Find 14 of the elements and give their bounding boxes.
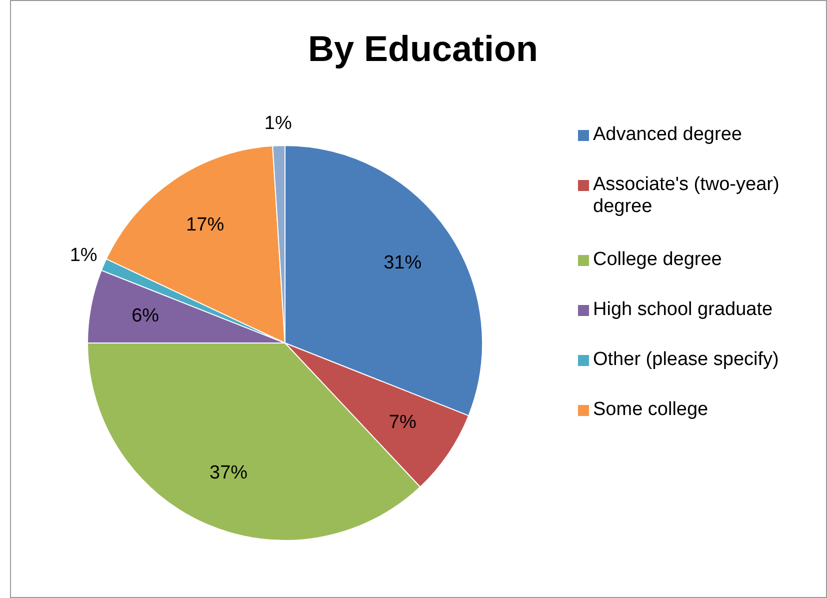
legend-label: Other (please specify): [593, 349, 779, 371]
legend-label: Advanced degree: [593, 124, 742, 146]
legend-label: Associate's (two-year) degree: [593, 174, 780, 218]
legend-label: High school graduate: [593, 299, 773, 321]
legend-label: College degree: [593, 249, 722, 271]
data-label: 17%: [186, 214, 224, 236]
legend-label: Some college: [593, 399, 708, 421]
data-label: 6%: [132, 306, 160, 327]
data-label: 1%: [70, 245, 98, 266]
chart-title: By Education: [306, 28, 540, 70]
data-label: 37%: [210, 462, 248, 484]
data-label: 7%: [388, 412, 416, 434]
data-label: 1%: [264, 112, 292, 134]
data-label: 31%: [384, 252, 422, 274]
